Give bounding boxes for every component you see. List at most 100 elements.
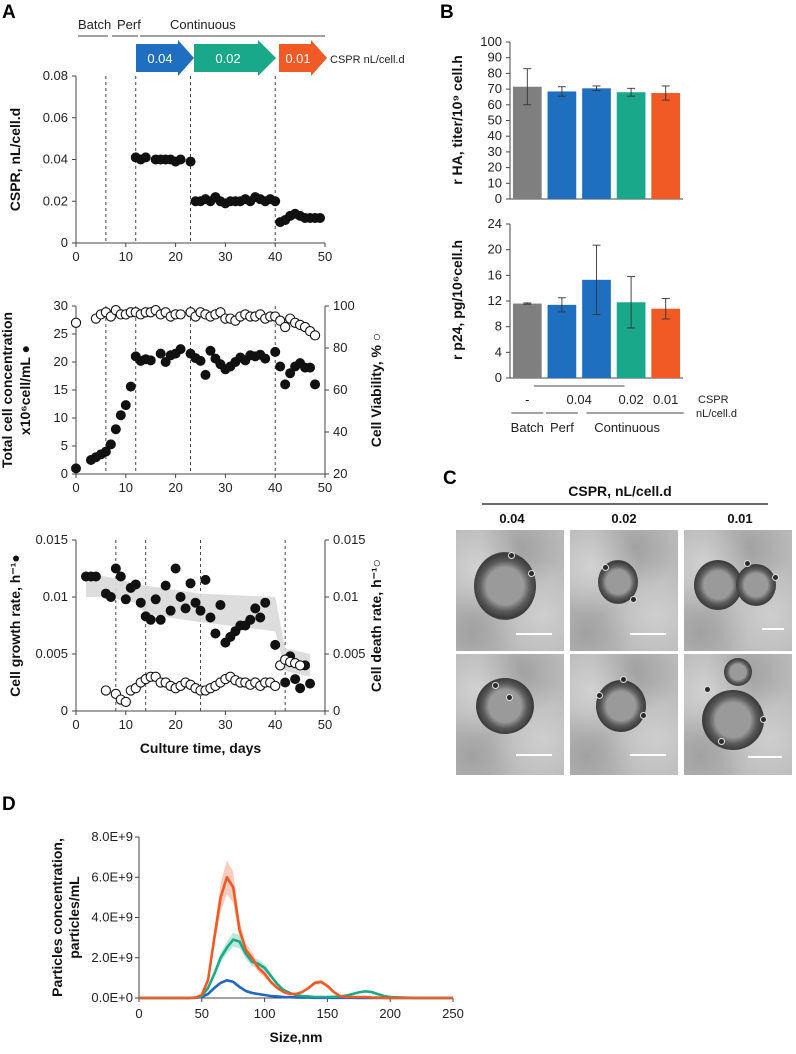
- data-point-filled: [250, 603, 261, 614]
- x-tick-label: 30: [218, 249, 232, 264]
- data-point-filled: [215, 599, 226, 610]
- data-point-filled: [170, 563, 181, 574]
- y-tick-label: 0.02: [43, 193, 68, 208]
- series-line-001: [139, 875, 453, 1000]
- data-point-filled: [71, 463, 82, 474]
- y-tick-label: 16: [488, 267, 502, 282]
- x-axis-title: Size,nm: [270, 1029, 323, 1045]
- y-tick-label: 24: [488, 216, 502, 231]
- data-point-open: [70, 317, 82, 328]
- y-tick-label: 20: [54, 354, 68, 369]
- data-point-filled: [290, 674, 301, 685]
- y-tick-label: 100: [480, 34, 502, 49]
- cspr-unit: nL/cell.d: [696, 408, 737, 420]
- arrow-label-002: 0.02: [215, 51, 240, 66]
- series-spread-002: [139, 932, 453, 998]
- data-point-filled: [110, 563, 121, 574]
- data-point-open: [270, 680, 281, 692]
- y-axis-title: Total cell concentration: [0, 312, 15, 468]
- arrow-label-001: 0.01: [285, 51, 310, 66]
- x-tick-label: 250: [442, 1006, 464, 1021]
- y-tick-label: 15: [54, 382, 68, 397]
- bar: [582, 88, 611, 199]
- series-spread-001: [139, 860, 453, 998]
- phase-label-batch: Batch: [78, 17, 111, 32]
- data-point-open: [120, 696, 131, 708]
- bar: [512, 303, 542, 378]
- data-point-filled: [135, 597, 146, 608]
- cspr-arrow-002: 0.02: [194, 40, 276, 76]
- y-tick-label: 50: [488, 113, 502, 128]
- cspr-arrow-004: 0.04: [136, 40, 194, 76]
- data-point-open: [100, 685, 112, 696]
- x-tick-label: 50: [318, 717, 332, 732]
- data-point-filled: [270, 196, 281, 207]
- y2-tick-label: 0.005: [333, 646, 366, 661]
- data-point-filled: [145, 614, 156, 625]
- data-point-filled: [115, 571, 126, 582]
- panel-c-title: CSPR, nL/cell.d: [568, 483, 671, 499]
- bar: [651, 93, 681, 199]
- data-point-filled: [165, 605, 176, 616]
- y2-tick-label: 0: [333, 703, 340, 718]
- y2-tick-label: 0.015: [333, 532, 366, 547]
- data-point-filled: [180, 603, 191, 614]
- data-point-filled: [280, 379, 291, 390]
- y-tick-label: 8.0E+9: [91, 829, 133, 844]
- data-point-filled: [160, 580, 171, 591]
- chart-b2-rp24: 0 4 8 12 16 20 24 r p24, pg/10⁶cell.h - 0.04 0.02 0…: [449, 216, 737, 435]
- y-tick-label: 2.0E+9: [91, 950, 133, 965]
- y-tick-label: 40: [488, 128, 502, 143]
- y-tick-label: 0: [61, 466, 68, 481]
- data-point-filled: [90, 571, 101, 582]
- data-point-filled: [185, 578, 196, 589]
- cspr-value-001: 0.01: [653, 392, 678, 407]
- y-axis-title: Cell growth rate, h⁻¹●: [7, 554, 23, 697]
- y-tick-label: 0.0E+0: [91, 990, 133, 1005]
- y-tick-label: 6.0E+9: [91, 869, 133, 884]
- x-tick-label: 10: [119, 249, 133, 264]
- y-tick-label: 0: [495, 370, 502, 385]
- panel-label-d: D: [2, 794, 16, 815]
- x-tick-label: 0: [135, 1006, 142, 1021]
- x-tick-label: 0: [72, 717, 79, 732]
- panel-c-col-004: 0.04: [499, 511, 525, 526]
- x-tick-label: 50: [318, 480, 332, 495]
- cspr-value-002: 0.02: [618, 392, 643, 407]
- phase-label-perf: Perf: [117, 17, 141, 32]
- data-point-filled: [280, 677, 291, 688]
- data-point-filled: [155, 614, 166, 625]
- bar: [651, 308, 681, 378]
- data-point-filled: [260, 353, 271, 364]
- data-point-filled: [260, 597, 271, 608]
- data-point-filled: [200, 369, 211, 380]
- x-tick-label: 0: [72, 480, 79, 495]
- data-point-filled: [155, 348, 166, 359]
- x-tick-label: 40: [268, 717, 282, 732]
- phase-label-continuous: Continuous: [170, 17, 236, 32]
- panel-label-c: C: [443, 468, 457, 489]
- chart-a1-cspr: 0 10 20 30 40 50 0 0.02 0.04 0.06 0.08 CSPR, nL/cel…: [7, 68, 332, 264]
- data-point-filled: [100, 446, 111, 457]
- bar: [616, 92, 646, 199]
- data-point-filled: [285, 368, 296, 379]
- data-point-open: [175, 309, 186, 320]
- y-tick-label: 90: [488, 50, 502, 65]
- x-tick-label: 40: [268, 480, 282, 495]
- micrograph-002-top: [570, 530, 678, 651]
- x-tick-label: 20: [168, 480, 182, 495]
- y-tick-label: 0: [495, 191, 502, 206]
- micrograph-004-top: [456, 530, 564, 651]
- y-tick-label: 0.005: [35, 646, 68, 661]
- panel-a-header: Batch Perf Continuous 0.04 0.02 0.01 CSP…: [78, 17, 405, 76]
- data-point-filled: [160, 356, 171, 367]
- data-point-filled: [195, 355, 206, 366]
- y-tick-label: 4: [495, 344, 502, 359]
- y-tick-label: 0: [61, 235, 68, 250]
- y-tick-label: 5: [61, 438, 68, 453]
- y-axis-title: CSPR, nL/cell.d: [7, 108, 23, 211]
- y-tick-label: 25: [54, 326, 68, 341]
- data-point-filled: [130, 579, 141, 590]
- data-point-filled: [270, 346, 281, 357]
